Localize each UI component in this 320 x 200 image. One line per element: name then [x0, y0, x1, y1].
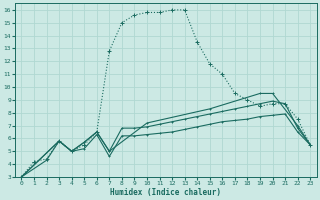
X-axis label: Humidex (Indice chaleur): Humidex (Indice chaleur)	[110, 188, 221, 197]
